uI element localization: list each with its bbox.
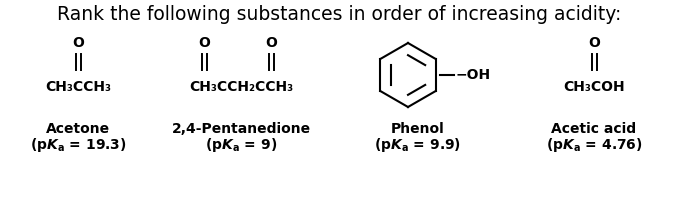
Text: CH₃CCH₂CCH₃: CH₃CCH₂CCH₃ bbox=[189, 80, 293, 94]
Text: (p$\bfit{K}$$_\mathbf{a}$ = 19.3): (p$\bfit{K}$$_\mathbf{a}$ = 19.3) bbox=[30, 136, 126, 154]
Text: O: O bbox=[588, 36, 600, 50]
Text: Acetic acid: Acetic acid bbox=[551, 122, 637, 136]
Text: 2,4-Pentanedione: 2,4-Pentanedione bbox=[171, 122, 310, 136]
Text: CH₃COH: CH₃COH bbox=[563, 80, 625, 94]
Text: (p$\bfit{K}$$_\mathbf{a}$ = 9): (p$\bfit{K}$$_\mathbf{a}$ = 9) bbox=[205, 136, 277, 154]
Text: Rank the following substances in order of increasing acidity:: Rank the following substances in order o… bbox=[57, 5, 621, 24]
Text: O: O bbox=[198, 36, 210, 50]
Text: (p$\bfit{K}$$_\mathbf{a}$ = 9.9): (p$\bfit{K}$$_\mathbf{a}$ = 9.9) bbox=[374, 136, 462, 154]
Text: CH₃CCH₃: CH₃CCH₃ bbox=[45, 80, 111, 94]
Text: O: O bbox=[265, 36, 277, 50]
Text: −OH: −OH bbox=[456, 68, 491, 82]
Text: (p$\bfit{K}$$_\mathbf{a}$ = 4.76): (p$\bfit{K}$$_\mathbf{a}$ = 4.76) bbox=[546, 136, 642, 154]
Text: Acetone: Acetone bbox=[46, 122, 110, 136]
Text: Phenol: Phenol bbox=[391, 122, 445, 136]
Text: O: O bbox=[72, 36, 84, 50]
